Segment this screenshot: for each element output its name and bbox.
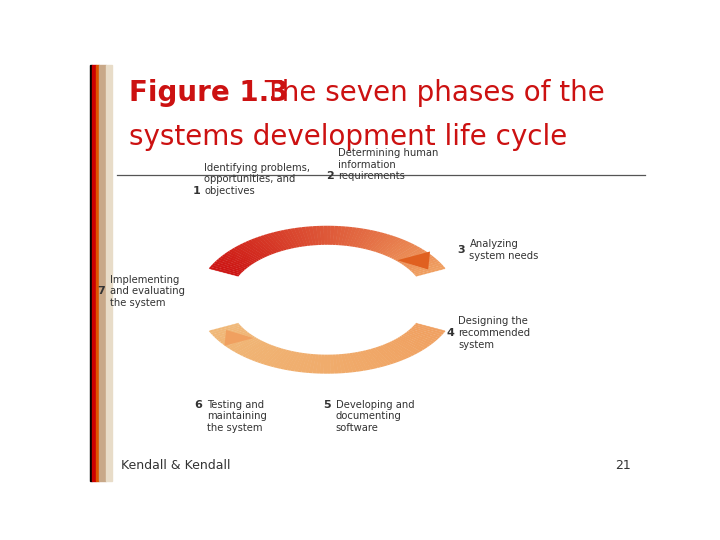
Text: Designing the
recommended
system: Designing the recommended system [459, 316, 531, 349]
Polygon shape [397, 252, 430, 269]
Text: Figure 1.3: Figure 1.3 [129, 79, 289, 107]
Bar [99, 65, 106, 481]
Text: Developing and
documenting
software: Developing and documenting software [336, 400, 414, 433]
Text: 4: 4 [446, 328, 459, 338]
Text: Analyzing
system needs: Analyzing system needs [469, 239, 539, 261]
Text: The seven phases of the: The seven phases of the [256, 79, 604, 107]
Bar [92, 65, 96, 481]
Bar [90, 65, 92, 481]
Polygon shape [225, 330, 253, 346]
Text: Implementing
and evaluating
the system: Implementing and evaluating the system [109, 275, 184, 308]
Text: 7: 7 [98, 286, 109, 296]
Text: 6: 6 [195, 400, 207, 409]
Text: 21: 21 [616, 460, 631, 472]
Text: 3: 3 [458, 245, 469, 255]
Bar [106, 65, 112, 481]
Text: Testing and
maintaining
the system: Testing and maintaining the system [207, 400, 267, 433]
Text: systems development life cycle: systems development life cycle [129, 123, 567, 151]
Text: 2: 2 [327, 171, 338, 181]
Text: 5: 5 [324, 400, 336, 409]
Text: Determining human
information
requirements: Determining human information requiremen… [338, 148, 438, 181]
Text: Identifying problems,
opportunities, and
objectives: Identifying problems, opportunities, and… [204, 163, 310, 196]
Bar [96, 65, 99, 481]
Text: Kendall & Kendall: Kendall & Kendall [121, 460, 230, 472]
Text: 1: 1 [193, 186, 204, 196]
